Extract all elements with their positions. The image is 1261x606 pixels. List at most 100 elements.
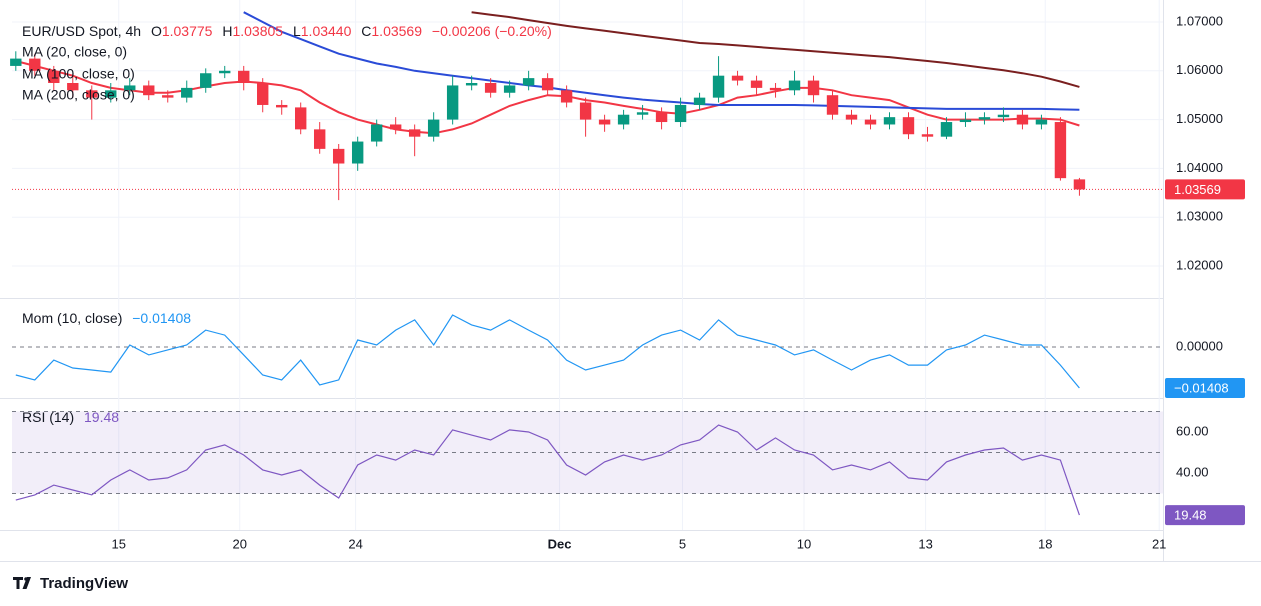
ohlc-letter: O — [151, 23, 162, 39]
candle-body — [902, 117, 915, 135]
candle-body — [522, 78, 535, 86]
ma-legend: MA (200, close, 0) — [22, 87, 135, 103]
last-value-badge — [1165, 378, 1245, 399]
candle-body — [370, 124, 383, 142]
candle-body — [238, 70, 250, 84]
candle-body — [408, 129, 421, 137]
legend: EUR/USD Spot, 4h O1.03775 H1.03805 L1.03… — [22, 23, 552, 425]
candle-body — [105, 90, 117, 98]
x-tick-label: 10 — [797, 536, 811, 551]
candle-body — [693, 97, 706, 105]
candle-body — [750, 80, 763, 88]
x-tick-label: Dec — [548, 536, 572, 551]
candle-body — [427, 119, 440, 137]
candle-body — [940, 122, 953, 137]
candle-body — [10, 58, 22, 66]
last-value-badge — [1165, 179, 1245, 200]
candle-body — [541, 78, 554, 91]
ohlc-letter: C — [361, 23, 371, 39]
candle-body — [1035, 119, 1048, 125]
candle-body — [181, 87, 193, 98]
y-tick-label: 60.00 — [1176, 423, 1209, 438]
candle-body — [598, 119, 611, 125]
candle-body — [200, 73, 212, 88]
candle-body — [313, 129, 326, 149]
candle-body — [864, 119, 877, 125]
last-value-label: 19.48 — [1174, 508, 1207, 523]
x-tick-label: 15 — [112, 536, 126, 551]
high-value: 1.03805 — [232, 23, 283, 39]
ma-legend: MA (20, close, 0) — [22, 44, 127, 60]
candle-body — [29, 58, 41, 71]
candle-body — [617, 114, 630, 125]
candle-body — [883, 117, 896, 125]
candle-body — [807, 80, 820, 96]
indicator-value: 19.48 — [84, 409, 119, 425]
last-value-label: 1.03569 — [1174, 182, 1221, 197]
candle-body — [997, 114, 1010, 118]
x-tick-label: 20 — [232, 536, 246, 551]
candle-body — [712, 75, 725, 98]
indicator-line — [15, 424, 1080, 516]
symbol-legend: EUR/USD Spot, 4h O1.03775 H1.03805 L1.03… — [22, 23, 552, 39]
candle-body — [1054, 122, 1067, 179]
candle-body — [1016, 114, 1029, 125]
candle-body — [162, 95, 174, 98]
moving-average — [471, 11, 1080, 88]
candle-body — [503, 85, 516, 93]
last-value-label: −0.01408 — [1174, 380, 1229, 395]
x-tick-label: 5 — [679, 536, 686, 551]
candle-body — [959, 119, 972, 123]
x-tick-label: 13 — [918, 536, 932, 551]
marks — [10, 11, 1086, 516]
indicator-legend: Mom (10, close) −0.01408 — [22, 310, 191, 326]
indicator-name: Mom (10, close) — [22, 310, 122, 326]
brand-name: TradingView — [40, 575, 128, 592]
candle-body — [86, 90, 98, 98]
symbol: EUR/USD Spot, 4h — [22, 23, 141, 39]
candle-body — [655, 112, 668, 123]
candle-body — [845, 114, 858, 120]
candle-body — [257, 83, 269, 105]
x-tick-label: 21 — [1152, 536, 1166, 551]
y-tick-label: 40.00 — [1176, 464, 1209, 479]
candle-body — [351, 141, 364, 164]
x-tick-label: 24 — [348, 536, 362, 551]
candle-body — [579, 102, 592, 120]
open-value: 1.03775 — [162, 23, 213, 39]
y-tick-label: 1.05000 — [1176, 111, 1223, 126]
x-tick-label: 18 — [1038, 536, 1052, 551]
y-tick-label: 1.04000 — [1176, 160, 1223, 175]
ohlc-letter: H — [222, 23, 232, 39]
candle-body — [219, 70, 231, 74]
candle-body — [978, 117, 991, 120]
y-tick-label: 1.03000 — [1176, 209, 1223, 224]
candle-body — [67, 83, 79, 91]
candle-body — [560, 90, 573, 103]
candle-body — [465, 83, 478, 86]
y-tick-label: 0.00000 — [1176, 338, 1223, 353]
indicator-name: RSI (14) — [22, 409, 74, 425]
candle-body — [921, 134, 934, 137]
logo-dot — [24, 577, 28, 581]
candle-body — [484, 83, 497, 93]
candle-body — [636, 112, 649, 115]
indicator-line — [15, 314, 1080, 389]
moving-average — [243, 11, 1080, 111]
candle-body — [295, 107, 307, 130]
low-value: 1.03440 — [301, 23, 352, 39]
candle-body — [788, 80, 801, 91]
candle-body — [731, 75, 744, 81]
close-value: 1.03569 — [371, 23, 422, 39]
last-value-badge — [1165, 505, 1245, 526]
candle-body — [48, 70, 60, 84]
candle-body — [389, 124, 402, 130]
ohlc-letter: L — [293, 23, 301, 39]
candle-body — [674, 104, 687, 123]
candle-body — [826, 95, 839, 115]
candle-body — [332, 148, 345, 164]
candle-body — [124, 85, 136, 91]
candle-body — [446, 85, 459, 120]
